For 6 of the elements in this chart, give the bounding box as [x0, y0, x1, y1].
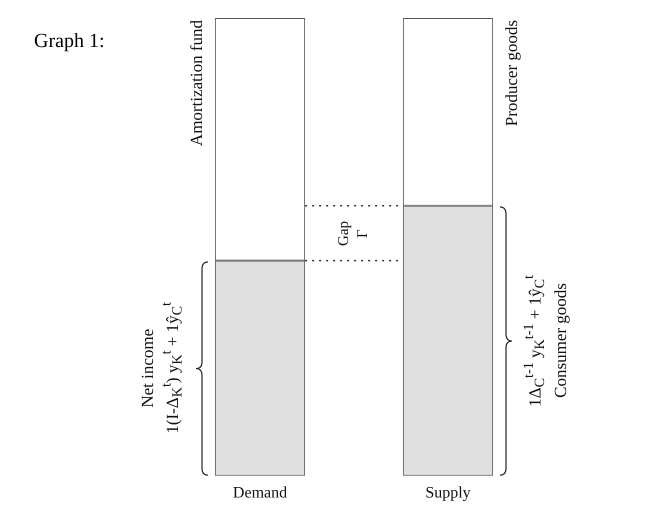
x-tick-label: Supply: [425, 484, 471, 502]
text: Amortization fund: [186, 20, 207, 146]
text: Graph 1:: [34, 30, 105, 53]
annotation: Gap Γ: [335, 220, 372, 246]
x-tick-label: Demand: [232, 484, 288, 502]
text: Producer goods: [501, 20, 522, 126]
